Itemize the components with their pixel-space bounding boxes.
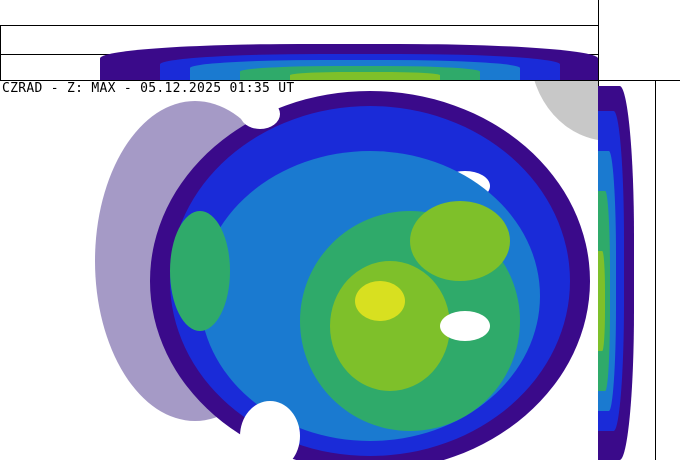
main-top-border <box>0 80 680 81</box>
product-title: CZRAD - Z: MAX - 05.12.2025 01:35 UT <box>2 81 295 96</box>
radar-reflectivity-map <box>0 81 598 460</box>
side-panel-baseline <box>655 81 656 460</box>
top-projection-profile <box>100 34 598 80</box>
top-panel-divider <box>0 25 598 26</box>
outside-range-area <box>530 81 598 141</box>
side-projection-profile <box>598 81 658 460</box>
top-panel-left-border <box>0 25 1 81</box>
